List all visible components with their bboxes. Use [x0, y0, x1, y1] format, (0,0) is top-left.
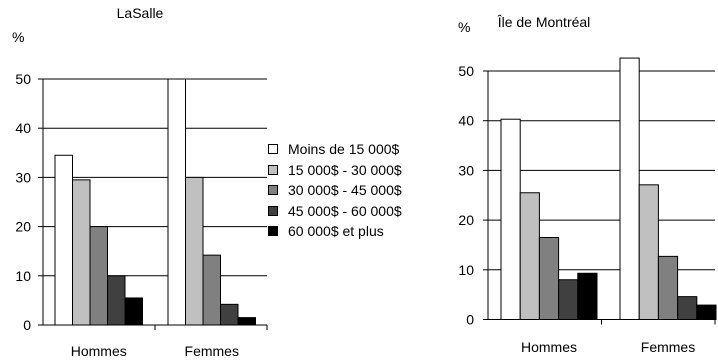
plot-montreal: 0 10 20 30 40 50 Hommes Femmes — [458, 57, 717, 355]
x-category-label: Femmes — [641, 339, 695, 355]
legend-swatch — [268, 144, 278, 155]
legend-item: 15 000$ - 30 000$ — [268, 160, 448, 181]
x-category-label: Hommes — [71, 343, 127, 359]
legend-label: Moins de 15 000$ — [288, 141, 400, 158]
legend-swatch — [268, 185, 278, 196]
y-tick-label: 30 — [15, 169, 31, 185]
bar — [657, 255, 679, 321]
y-axis-label-montreal: % — [458, 19, 470, 35]
y-tick-label: 30 — [458, 162, 474, 178]
legend-label: 60 000$ et plus — [288, 223, 384, 240]
bar — [54, 154, 73, 326]
plot-lasalle: 0 10 20 30 40 50 Hommes Femmes — [15, 71, 268, 359]
bar — [107, 275, 126, 326]
legend-swatch — [268, 205, 278, 216]
x-category-label: Femmes — [185, 343, 239, 359]
chart-title-lasalle: LaSalle — [117, 5, 164, 21]
legend-swatch — [268, 164, 278, 175]
bar — [519, 192, 540, 320]
y-tick-label: 20 — [458, 212, 474, 228]
bar — [696, 304, 717, 321]
y-tick-label: 0 — [23, 317, 31, 333]
legend-label: 30 000$ - 45 000$ — [288, 182, 402, 199]
bar — [89, 226, 108, 326]
y-tick-label: 0 — [466, 312, 474, 328]
bar — [237, 317, 256, 326]
y-tick-label: 40 — [458, 113, 474, 129]
bar — [124, 297, 143, 326]
legend-item: Moins de 15 000$ — [268, 139, 448, 160]
bar — [538, 236, 560, 320]
legend-swatch — [268, 226, 278, 237]
legend-item: 60 000$ et plus — [268, 221, 448, 242]
y-axis-label-lasalle: % — [12, 29, 24, 45]
bar — [577, 272, 598, 320]
bar — [558, 279, 579, 320]
y-tick-label: 50 — [15, 71, 31, 87]
legend-label: 45 000$ - 60 000$ — [288, 202, 402, 219]
bar — [677, 296, 698, 320]
bar — [202, 254, 221, 326]
legend-label: 15 000$ - 30 000$ — [288, 161, 402, 178]
bar — [500, 118, 521, 320]
y-tick-label: 50 — [458, 63, 474, 79]
bar — [220, 303, 239, 326]
bar — [185, 176, 204, 326]
y-tick-label: 10 — [458, 262, 474, 278]
bar — [72, 179, 91, 326]
y-tick-label: 20 — [15, 219, 31, 235]
legend-item: 30 000$ - 45 000$ — [268, 180, 448, 201]
bar — [619, 57, 640, 320]
legend-item: 45 000$ - 60 000$ — [268, 201, 448, 222]
y-tick-label: 40 — [15, 120, 31, 136]
bar — [638, 184, 659, 320]
y-tick-label: 10 — [15, 268, 31, 284]
legend: Moins de 15 000$ 15 000$ - 30 000$ 30 00… — [268, 139, 448, 242]
x-category-label: Hommes — [521, 339, 577, 355]
bar — [167, 78, 186, 326]
chart-title-montreal: Île de Montréal — [497, 14, 591, 30]
